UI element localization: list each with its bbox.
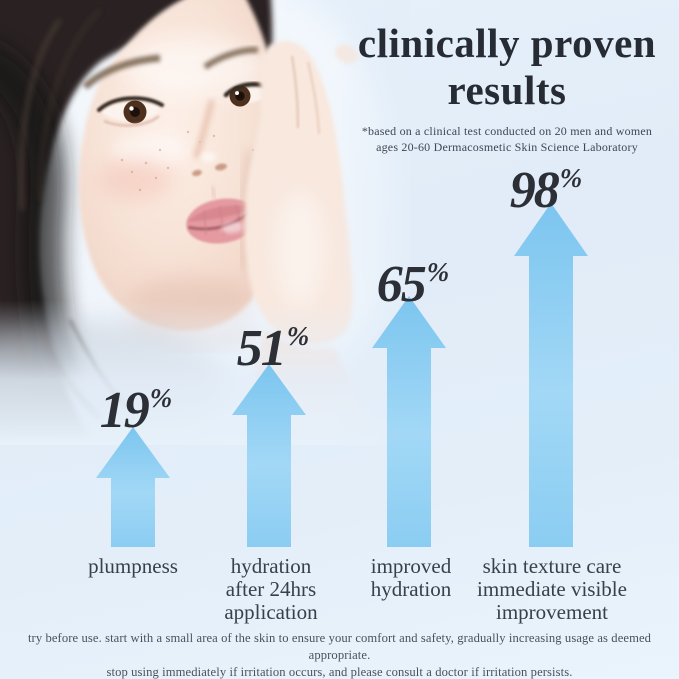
disclaimer-line-1: try before use. start with a small area …: [27, 631, 652, 662]
arrow-bar-skin-texture: [514, 203, 588, 547]
title-line-2: results: [447, 67, 567, 113]
subtitle-line-1: *based on a clinical test conducted on 2…: [361, 124, 653, 138]
percent-sign: %: [426, 257, 450, 287]
category-label-plumpness: plumpness: [88, 554, 178, 578]
disclaimer-line-2: stop using immediately if irritation occ…: [106, 665, 573, 679]
title-line-1: clinically proven: [357, 20, 657, 66]
value-label-improved-hydration: 65%: [376, 256, 450, 313]
page-title: clinically proven results: [337, 20, 677, 114]
value-label-hydration-24hrs: 51%: [236, 320, 310, 377]
arrow-bar-hydration-24hrs: [232, 364, 306, 547]
percent-sign: %: [149, 383, 173, 413]
percent-sign: %: [559, 163, 583, 193]
arrow-bar-improved-hydration: [372, 296, 446, 547]
study-disclaimer: *based on a clinical test conducted on 2…: [337, 123, 677, 155]
value-label-skin-texture: 98%: [509, 162, 583, 219]
category-label-hydration-24hrs: hydration after 24hrs application: [224, 554, 318, 624]
percent-sign: %: [286, 321, 310, 351]
arrow-bar-plumpness: [96, 427, 170, 547]
value-label-plumpness: 19%: [99, 382, 173, 439]
category-label-skin-texture: skin texture care immediate visible impr…: [477, 554, 627, 624]
usage-disclaimer: try before use. start with a small area …: [0, 630, 679, 679]
headline-block: clinically proven results *based on a cl…: [337, 20, 677, 155]
category-label-improved-hydration: improved hydration: [370, 554, 452, 601]
subtitle-line-2: ages 20-60 Dermacosmetic Skin Science La…: [376, 140, 638, 154]
